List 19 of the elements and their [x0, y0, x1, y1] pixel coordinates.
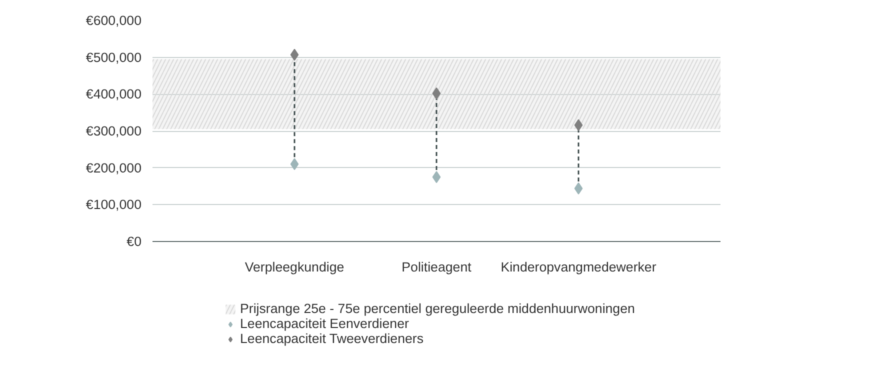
legend-label: Leencapaciteit Eenverdiener	[240, 316, 409, 331]
point	[290, 48, 299, 61]
y-tick-label: €600,000	[86, 13, 142, 28]
x-tick-label: Politieagent	[402, 260, 472, 274]
y-tick-label: €100,000	[86, 197, 142, 212]
point	[574, 119, 583, 132]
y-tick-label: €300,000	[86, 124, 142, 138]
x-tick-label: Kinderopvangmedewerker	[500, 260, 657, 274]
legend-label: Leencapaciteit Tweeverdieners	[240, 331, 424, 346]
y-tick-label: €0	[126, 234, 142, 249]
y-tick-label: €200,000	[86, 160, 142, 176]
y-tick-label: €500,000	[86, 50, 142, 65]
y-tick-label: €400,000	[86, 86, 142, 102]
point	[290, 158, 299, 170]
point	[574, 182, 583, 194]
x-tick-label: Verpleegkundige	[244, 260, 344, 274]
legend-label: Prijsrange 25e - 75e percentiel gereguleerde middenhuurwoningen	[240, 301, 635, 316]
point	[432, 87, 441, 100]
point	[432, 171, 441, 184]
